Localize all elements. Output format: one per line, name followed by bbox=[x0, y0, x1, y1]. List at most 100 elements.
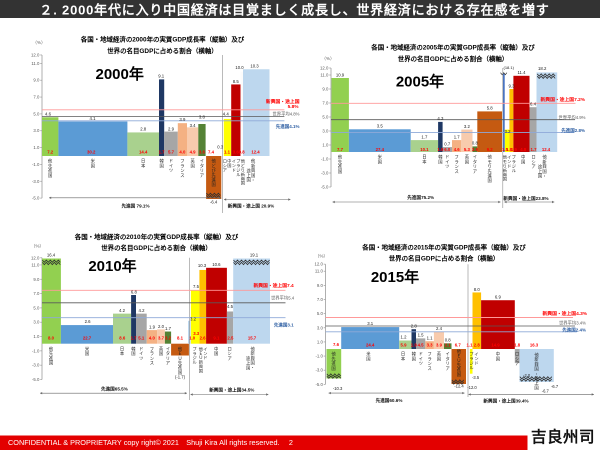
svg-text:8.6: 8.6 bbox=[119, 336, 126, 341]
svg-text:2.0: 2.0 bbox=[158, 324, 165, 329]
svg-text:ロシア: ロシア bbox=[223, 159, 227, 174]
svg-text:先進国65.5%: 先進国65.5% bbox=[101, 386, 128, 393]
svg-text:途上国: 途上国 bbox=[246, 355, 251, 371]
svg-text:韓国: 韓国 bbox=[131, 345, 136, 357]
svg-text:11.0: 11.0 bbox=[31, 61, 40, 66]
svg-text:2.5: 2.5 bbox=[227, 336, 234, 341]
svg-text:イタリア: イタリア bbox=[473, 155, 477, 175]
svg-text:1.9: 1.9 bbox=[411, 343, 418, 348]
svg-text:-3.0: -3.0 bbox=[315, 368, 323, 373]
svg-text:吉良州司: 吉良州司 bbox=[531, 427, 595, 446]
svg-text:他先進国: 他先進国 bbox=[338, 154, 343, 175]
svg-text:2.1: 2.1 bbox=[445, 343, 452, 348]
svg-text:2.8: 2.8 bbox=[474, 343, 481, 348]
svg-text:ドイツ: ドイツ bbox=[419, 352, 423, 366]
svg-text:7.0: 7.0 bbox=[33, 291, 40, 296]
svg-text:3.9: 3.9 bbox=[436, 343, 443, 348]
svg-text:7.0: 7.0 bbox=[317, 297, 324, 302]
svg-text:4.2: 4.2 bbox=[139, 308, 146, 313]
svg-text:2005年: 2005年 bbox=[396, 73, 444, 91]
svg-text:世界の名目GDPに占める割合（横軸）: 世界の名目GDPに占める割合（横軸） bbox=[107, 46, 218, 55]
svg-text:先進国2.4%: 先進国2.4% bbox=[562, 326, 586, 333]
svg-text:5.0: 5.0 bbox=[317, 311, 324, 316]
svg-text:3.4: 3.4 bbox=[190, 123, 197, 128]
svg-text:-12.4: -12.4 bbox=[454, 384, 464, 389]
svg-text:4.2: 4.2 bbox=[119, 308, 126, 313]
svg-text:2015年: 2015年 bbox=[371, 268, 419, 286]
svg-text:9.0: 9.0 bbox=[33, 78, 40, 83]
svg-text:世界平均5.4: 世界平均5.4 bbox=[271, 295, 295, 302]
svg-text:0.7: 0.7 bbox=[444, 141, 451, 146]
svg-text:世界平均3.4%: 世界平均3.4% bbox=[559, 320, 586, 327]
svg-text:5.8: 5.8 bbox=[487, 106, 494, 111]
svg-text:米国: 米国 bbox=[91, 158, 96, 170]
svg-text:6.0: 6.0 bbox=[444, 147, 451, 152]
svg-text:他先進国: 他先進国 bbox=[48, 158, 53, 179]
svg-text:日本: 日本 bbox=[401, 352, 406, 363]
svg-text:途上国: 途上国 bbox=[538, 163, 543, 179]
svg-text:9.1: 9.1 bbox=[213, 336, 220, 341]
svg-text:3.5: 3.5 bbox=[377, 124, 384, 129]
svg-text:3.8: 3.8 bbox=[199, 115, 206, 120]
svg-text:中国: 中国 bbox=[214, 345, 218, 357]
svg-text:先進国3.1: 先進国3.1 bbox=[274, 322, 294, 329]
svg-text:1.7: 1.7 bbox=[131, 336, 138, 341]
svg-text:8.0: 8.0 bbox=[48, 336, 55, 341]
svg-text:各国・地域経済の2015年の実質GDP成長率（縦軸）及び: 各国・地域経済の2015年の実質GDP成長率（縦軸）及び bbox=[361, 243, 526, 252]
svg-text:5.0: 5.0 bbox=[33, 305, 40, 310]
svg-text:日本: 日本 bbox=[422, 155, 427, 166]
svg-text:8.1: 8.1 bbox=[177, 336, 184, 341]
svg-text:(-1.7): (-1.7) bbox=[175, 375, 186, 380]
svg-text:中国: 中国 bbox=[227, 158, 231, 169]
svg-text:14.9: 14.9 bbox=[491, 343, 500, 348]
svg-text:他モり先進国: 他モり先進国 bbox=[488, 154, 493, 185]
svg-text:-3.5: -3.5 bbox=[472, 375, 480, 380]
svg-text:（%）: （%） bbox=[31, 244, 44, 249]
svg-text:イタリア: イタリア bbox=[166, 346, 170, 366]
svg-text:フランス: フランス bbox=[428, 352, 432, 371]
svg-text:新興国・途上国4.3%: 新興国・途上国4.3% bbox=[542, 310, 587, 317]
svg-text:12.0: 12.0 bbox=[315, 262, 324, 267]
svg-text:1.5: 1.5 bbox=[502, 147, 509, 152]
svg-text:先進国75.2%: 先進国75.2% bbox=[407, 194, 434, 201]
svg-text:英国: 英国 bbox=[437, 351, 442, 363]
svg-text:5.7: 5.7 bbox=[168, 149, 175, 154]
svg-text:他モり新興国: 他モり新興国 bbox=[503, 154, 508, 183]
svg-text:8.5: 8.5 bbox=[233, 79, 240, 84]
svg-text:7.6: 7.6 bbox=[333, 342, 340, 347]
svg-text:フランス: フランス bbox=[455, 155, 459, 174]
svg-text:ドイツ: ドイツ bbox=[169, 159, 173, 173]
svg-text:-3.0: -3.0 bbox=[32, 179, 40, 184]
svg-text:1.1: 1.1 bbox=[224, 149, 231, 154]
svg-text:1.0: 1.0 bbox=[33, 145, 40, 150]
svg-text:先進国 79.1%: 先進国 79.1% bbox=[121, 202, 149, 209]
svg-text:中国: 中国 bbox=[496, 351, 500, 363]
svg-text:3.7: 3.7 bbox=[158, 336, 165, 341]
svg-text:12.0: 12.0 bbox=[31, 53, 40, 58]
svg-text:新興国・途上国7.2%: 新興国・途上国7.2% bbox=[540, 96, 585, 103]
svg-text:ブラジル: ブラジル bbox=[192, 345, 197, 364]
svg-text:各国・地域経済の2010年の実質GDP成長率（縦軸）及び: 各国・地域経済の2010年の実質GDP成長率（縦軸）及び bbox=[74, 232, 239, 241]
svg-text:4.5: 4.5 bbox=[418, 343, 425, 348]
svg-text:英国: 英国 bbox=[465, 154, 470, 166]
svg-text:各国・地域経済の2005年の実質GDP成長率（縦軸）及び: 各国・地域経済の2005年の実質GDP成長率（縦軸）及び bbox=[370, 43, 535, 52]
svg-text:5.1: 5.1 bbox=[138, 336, 145, 341]
svg-text:4.4: 4.4 bbox=[223, 112, 230, 117]
svg-text:-5.0: -5.0 bbox=[315, 382, 323, 387]
svg-text:新興国・途上国7.4: 新興国・途上国7.4 bbox=[253, 282, 294, 289]
svg-text:4.9: 4.9 bbox=[190, 149, 197, 154]
svg-text:2.6: 2.6 bbox=[200, 336, 207, 341]
svg-text:新興国・途上国39.4%: 新興国・途上国39.4% bbox=[483, 397, 528, 404]
svg-text:12.0: 12.0 bbox=[320, 66, 329, 71]
svg-text:6.8: 6.8 bbox=[131, 289, 138, 294]
svg-text:4.0: 4.0 bbox=[179, 149, 186, 154]
svg-text:-5.0: -5.0 bbox=[32, 377, 40, 382]
svg-text:２. 2000年代に入り中国経済は目覚ましく成長し、世界経済: ２. 2000年代に入り中国経済は目覚ましく成長し、世界経済における存在感を増す bbox=[39, 2, 549, 17]
svg-text:新興国・途上国23.8%: 新興国・途上国23.8% bbox=[503, 195, 548, 202]
svg-text:2.9: 2.9 bbox=[168, 127, 175, 132]
svg-text:11.4: 11.4 bbox=[517, 70, 526, 75]
svg-text:9.3: 9.3 bbox=[509, 84, 516, 89]
svg-text:6.7: 6.7 bbox=[455, 343, 462, 348]
svg-text:3.9: 3.9 bbox=[179, 117, 186, 122]
svg-text:-10.3: -10.3 bbox=[333, 386, 343, 391]
